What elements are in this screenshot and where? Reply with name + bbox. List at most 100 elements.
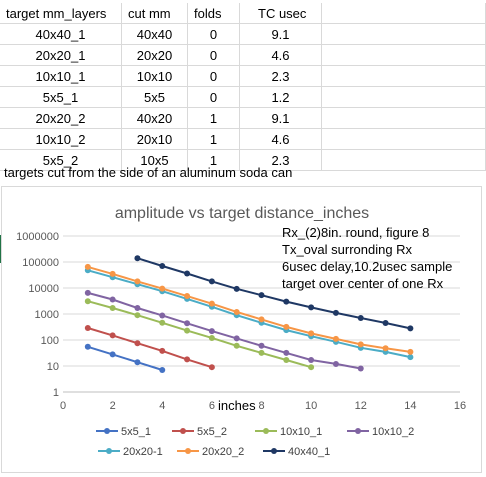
cell-cut[interactable]: 20x10	[122, 129, 188, 150]
data-point	[233, 285, 240, 292]
header-folds[interactable]: folds	[188, 3, 240, 24]
annotation-line: Tx_oval surronding Rx	[282, 242, 413, 257]
legend-marker	[185, 448, 191, 454]
empty-cell[interactable]	[322, 87, 486, 108]
cell-tc[interactable]: 4.6	[240, 45, 322, 66]
cell-folds[interactable]: 0	[188, 45, 240, 66]
legend-label: 40x40_1	[288, 446, 330, 458]
data-point	[308, 304, 315, 311]
data-point	[109, 296, 116, 303]
legend[interactable]: 5x5_1 5x5_2 10x10_1 10x10_2 20x20-1 20x20_2 40…	[96, 426, 414, 458]
data-point	[407, 325, 414, 332]
cell-target[interactable]: 40x40_1	[0, 24, 122, 45]
cell-target[interactable]: 10x10_1	[0, 66, 122, 87]
data-point	[109, 332, 116, 339]
annotation-textbox[interactable]: Rx_(2)8in. round, figure 8 Tx_oval surro…	[282, 225, 452, 291]
x-tick-label: 12	[355, 400, 367, 412]
series-line	[87, 269, 411, 359]
data-point	[84, 263, 91, 270]
data-point	[382, 320, 389, 327]
series-line	[87, 300, 312, 369]
header-cut-mm[interactable]: cut mm	[122, 3, 188, 24]
annotation-line: target over center of one Rx	[282, 276, 444, 291]
legend-label: 10x10_2	[372, 426, 414, 438]
note-cell[interactable]: targets cut from the side of an aluminum…	[4, 165, 293, 180]
table-row: 5x5_1 5x5 0 1.2	[0, 87, 486, 108]
data-point	[283, 357, 290, 364]
data-point	[184, 320, 191, 327]
header-tc-usec[interactable]: TC usec	[240, 3, 322, 24]
data-point	[357, 341, 364, 348]
data-point	[283, 323, 290, 330]
y-tick-label: 1000000	[16, 231, 59, 243]
x-tick-label: 8	[258, 400, 264, 412]
cell-cut[interactable]: 5x5	[122, 87, 188, 108]
data-point	[84, 289, 91, 296]
cell-folds[interactable]: 0	[188, 87, 240, 108]
cell-target[interactable]: 20x20_1	[0, 45, 122, 66]
y-tick-label: 10000	[28, 283, 59, 295]
data-point	[357, 315, 364, 322]
empty-cell[interactable]	[322, 24, 486, 45]
header-target[interactable]: target mm_layers	[0, 3, 122, 24]
x-tick-label: 16	[454, 400, 466, 412]
y-tick-label: 1	[53, 387, 59, 399]
annotation-line: 6usec delay,10.2usec sample	[282, 259, 452, 274]
y-tick-label: 1000	[35, 309, 59, 321]
legend-label: 5x5_2	[197, 426, 227, 438]
cell-target[interactable]: 20x20_2	[0, 108, 122, 129]
cell-tc[interactable]: 9.1	[240, 108, 322, 129]
series-line	[87, 265, 411, 353]
table-row: 5x5_2 10x5 1 2.3	[0, 150, 486, 171]
data-point	[159, 347, 166, 354]
data-point	[134, 305, 141, 312]
cell-target[interactable]: 5x5_2	[0, 150, 122, 171]
legend-marker	[271, 448, 277, 454]
cell-target[interactable]: 5x5_1	[0, 87, 122, 108]
data-point	[159, 312, 166, 319]
table-row: 40x40_1 40x40 0 9.1	[0, 24, 486, 45]
cell-target[interactable]: 10x10_2	[0, 129, 122, 150]
cell-cut[interactable]: 40x40	[122, 24, 188, 45]
empty-cell[interactable]	[322, 108, 486, 129]
cell-folds[interactable]: 0	[188, 24, 240, 45]
cell-cut[interactable]: 40x20	[122, 108, 188, 129]
legend-label: 20x20_2	[202, 446, 244, 458]
y-tick-label: 100	[41, 335, 59, 347]
empty-cell[interactable]	[322, 66, 486, 87]
gridlines	[63, 235, 460, 393]
series-group	[84, 255, 414, 374]
data-point	[308, 364, 315, 371]
annotation-line: Rx_(2)8in. round, figure 8	[282, 225, 429, 240]
cell-tc[interactable]: 2.3	[240, 66, 322, 87]
cell-cut[interactable]: 10x5	[122, 150, 188, 171]
data-point	[109, 270, 116, 277]
y-tick-label: 100000	[22, 257, 59, 269]
x-axis-label: inches	[218, 398, 256, 413]
axes: 1 10 100 1000 10000 100000 1000000 0 2 4 6 8 10 12 14 1…	[16, 231, 466, 412]
chart-area[interactable]: amplitude vs target distance_inches 1 10 1…	[1, 186, 482, 473]
table-row: 10x10_1 10x10 0 2.3	[0, 66, 486, 87]
empty-cell[interactable]	[322, 129, 486, 150]
data-point	[233, 308, 240, 315]
cell-tc[interactable]: 4.6	[240, 129, 322, 150]
cell-folds[interactable]: 1	[188, 150, 240, 171]
cell-tc[interactable]: 1.2	[240, 87, 322, 108]
cell-tc[interactable]: 9.1	[240, 24, 322, 45]
cell-tc[interactable]: 2.3	[240, 150, 322, 171]
series-line	[87, 345, 163, 371]
cell-cut[interactable]: 20x20	[122, 45, 188, 66]
empty-cell[interactable]	[322, 3, 486, 24]
empty-cell[interactable]	[322, 45, 486, 66]
cell-folds[interactable]: 1	[188, 129, 240, 150]
cell-cut[interactable]: 10x10	[122, 66, 188, 87]
data-point	[407, 354, 414, 361]
cell-folds[interactable]: 0	[188, 66, 240, 87]
data-point	[208, 364, 215, 371]
cell-folds[interactable]: 1	[188, 108, 240, 129]
data-point	[258, 316, 265, 323]
data-point	[258, 342, 265, 349]
legend-label: 20x20-1	[123, 446, 163, 458]
data-point	[382, 345, 389, 352]
x-tick-label: 6	[209, 400, 215, 412]
